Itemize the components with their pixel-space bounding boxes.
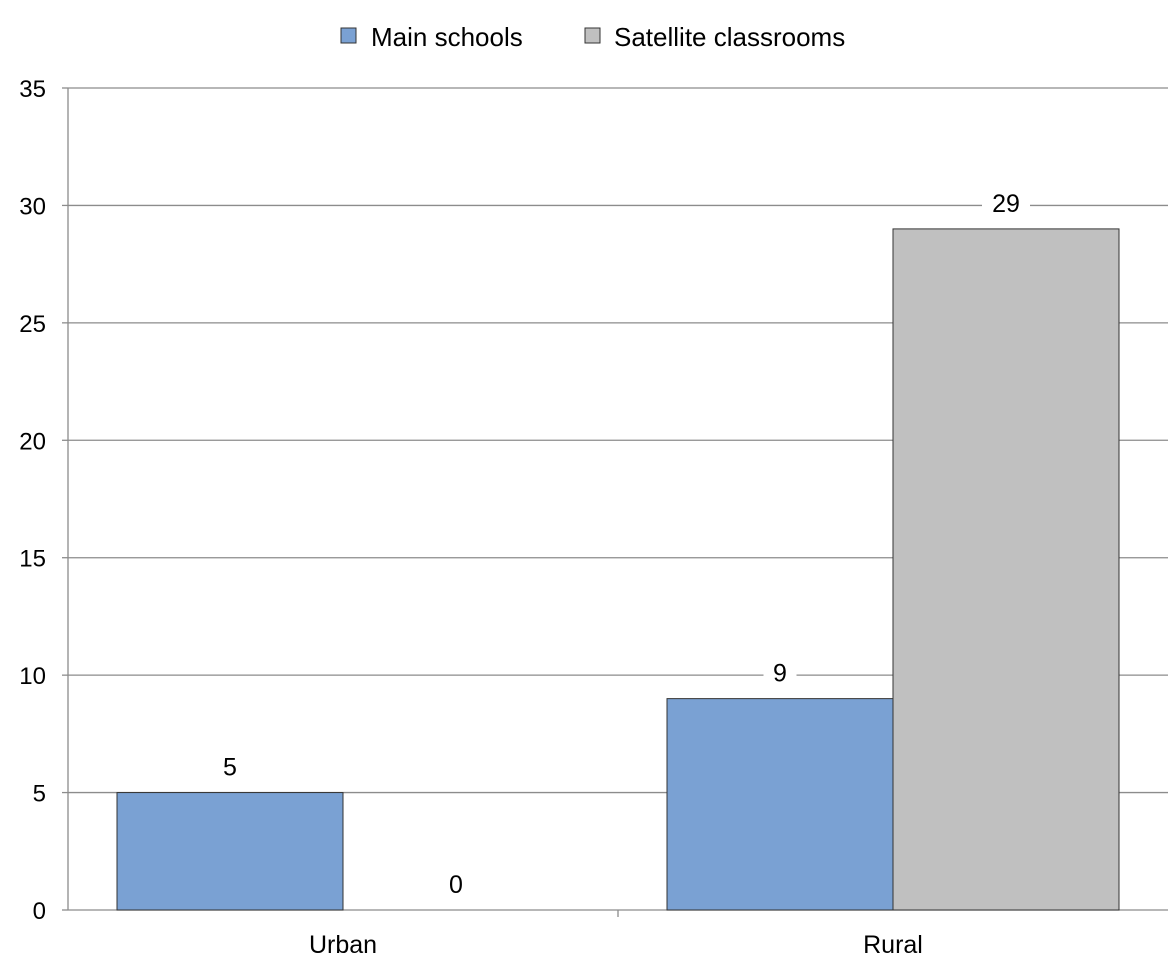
- data-label: 0: [449, 871, 463, 899]
- data-label: 5: [223, 754, 237, 782]
- y-tick-label: 35: [19, 76, 46, 103]
- y-tick-label: 20: [19, 428, 46, 455]
- y-tick-label: 15: [19, 546, 46, 573]
- legend: Main schools Satellite classrooms: [340, 22, 845, 52]
- x-tick-label: Urban: [309, 931, 377, 957]
- data-labels: 5 0 9 29: [213, 187, 1030, 899]
- data-label: 9: [773, 660, 787, 688]
- gridlines: [68, 87, 1168, 794]
- axes: 0 5 10 15 20 25 30 35 Urban Rural: [19, 76, 1168, 959]
- legend-swatch: [340, 27, 357, 44]
- legend-label: Main schools: [371, 22, 523, 52]
- data-label-background: [763, 657, 797, 688]
- data-label-background: [439, 869, 473, 899]
- data-label-background: [982, 187, 1030, 218]
- legend-swatch: [584, 27, 601, 44]
- y-tick-label: 25: [19, 311, 46, 338]
- x-tick-label: Rural: [863, 931, 923, 957]
- bars: [116, 228, 1120, 911]
- data-label: 29: [992, 190, 1020, 218]
- data-label-background: [213, 751, 247, 782]
- y-tick-label: 0: [33, 898, 46, 925]
- bar-main-schools-urban: [116, 792, 344, 911]
- y-tick-label: 10: [19, 663, 46, 690]
- y-tick-label: 5: [33, 781, 46, 808]
- bar-main-schools-rural: [666, 698, 894, 911]
- legend-label: Satellite classrooms: [614, 22, 845, 52]
- y-tick-label: 30: [19, 193, 46, 220]
- bar-satellite-classrooms-rural: [892, 228, 1120, 911]
